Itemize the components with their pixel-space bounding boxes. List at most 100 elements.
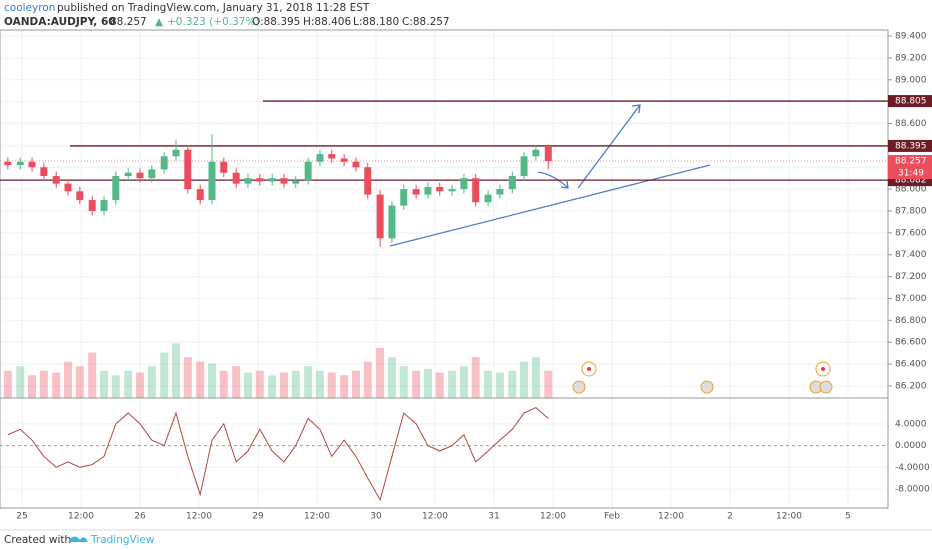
y-tick-label: 86.600 (895, 338, 927, 348)
osc-tick-label: -8.0000 (895, 485, 930, 495)
candle-body (148, 169, 156, 179)
candle-body (376, 194, 384, 239)
volume-bar (207, 363, 216, 398)
x-tick-label: 12:00 (422, 512, 448, 522)
volume-bar (376, 348, 385, 398)
osc-tick-label: 4.0000 (895, 419, 927, 429)
arrow-head (631, 104, 641, 114)
last-price: 88.257 (110, 16, 147, 28)
candle-body (112, 175, 120, 201)
volume-bar (315, 370, 324, 398)
volume-bar (64, 361, 73, 398)
volume-bar (75, 366, 84, 398)
candle-body (16, 161, 24, 166)
candle-body (544, 145, 552, 162)
volume-bar (52, 372, 61, 398)
candle-body (364, 167, 372, 195)
level-tag (888, 139, 932, 152)
event-icon[interactable] (581, 361, 597, 377)
open: O:88.395 (252, 16, 300, 28)
candle-body (484, 194, 492, 203)
volume-bar (279, 372, 288, 398)
y-tick-label: 86.200 (895, 381, 927, 391)
volume-bar (351, 370, 360, 398)
volume-bar (435, 372, 444, 398)
candle-body (436, 186, 444, 192)
x-tick-label: 12:00 (776, 512, 802, 522)
y-tick-label: 87.000 (895, 294, 927, 304)
volume-bar (100, 370, 109, 398)
footer-brand[interactable]: TradingView (90, 534, 155, 546)
candle-body (244, 178, 252, 184)
symbol: OANDA:AUDJPY, 60 (4, 16, 116, 28)
high: H:88.406 (303, 16, 351, 28)
candle-body (292, 180, 300, 184)
current-tag (888, 155, 932, 180)
candle-body (256, 178, 264, 182)
level-tag-label: 88.082 (895, 176, 927, 186)
event-icon (821, 367, 825, 371)
x-tick-label: 12:00 (68, 512, 94, 522)
candle-body (424, 186, 432, 195)
candle-body (532, 149, 540, 157)
event-icon[interactable] (815, 361, 831, 377)
volume-bar (399, 366, 408, 398)
candle-body (400, 189, 408, 206)
candle-body (388, 205, 396, 239)
footer-created: Created with (4, 534, 71, 546)
x-tick-label: 12:00 (658, 512, 684, 522)
volume-bar (268, 375, 277, 398)
volume-bar (387, 357, 396, 398)
volume-bar (255, 370, 264, 398)
volume-bar (423, 368, 432, 398)
change: +0.323 (+0.37%) (167, 16, 260, 28)
y-tick-label: 89.200 (895, 53, 927, 63)
volume-bar (508, 370, 517, 398)
candle-body (304, 161, 312, 181)
event-icon[interactable] (700, 380, 714, 394)
x-tick-label: 26 (134, 512, 146, 522)
event-icon[interactable] (819, 380, 833, 394)
current-tag-label: 88.257 (895, 157, 927, 167)
candle-body (184, 149, 192, 190)
candle-body (160, 156, 168, 170)
x-tick-label: 12:00 (186, 512, 212, 522)
candle-body (52, 175, 60, 184)
volume-bar (3, 370, 12, 398)
close: C:88.257 (402, 16, 450, 28)
y-tick-label: 88.000 (895, 185, 927, 195)
published: published on TradingView.com, January 31… (57, 2, 370, 14)
plot-frame (0, 29, 889, 509)
volume-bar (520, 361, 529, 398)
volume-bar (363, 361, 372, 398)
candle-body (28, 161, 36, 168)
candle-body (472, 178, 480, 203)
y-tick-label: 89.000 (895, 75, 927, 85)
y-tick-label: 87.600 (895, 228, 927, 238)
volume-bar (39, 370, 48, 398)
x-tick-label: Feb (604, 512, 620, 522)
candle-body (508, 175, 516, 190)
event-icon[interactable] (572, 380, 586, 394)
candle-body (412, 189, 420, 195)
author[interactable]: cooleyron (4, 2, 55, 14)
x-tick-label: 31 (488, 512, 499, 522)
candle-body (100, 200, 108, 211)
x-tick-label: 25 (16, 512, 27, 522)
candle-body (496, 189, 504, 195)
volume-bar (304, 366, 313, 398)
event-icon (587, 367, 591, 371)
candle-body (4, 161, 12, 166)
pullback-arrow (537, 171, 569, 189)
candle-body (460, 178, 468, 190)
candle-body (196, 189, 204, 201)
candle-body (316, 154, 324, 162)
osc-tick-label: -4.0000 (895, 463, 930, 473)
level-tag-label: 88.395 (895, 141, 927, 151)
y-tick-label: 89.400 (895, 32, 927, 42)
volume-bar (124, 370, 133, 398)
volume-bar (171, 343, 180, 398)
oscillator-line (7, 407, 549, 502)
